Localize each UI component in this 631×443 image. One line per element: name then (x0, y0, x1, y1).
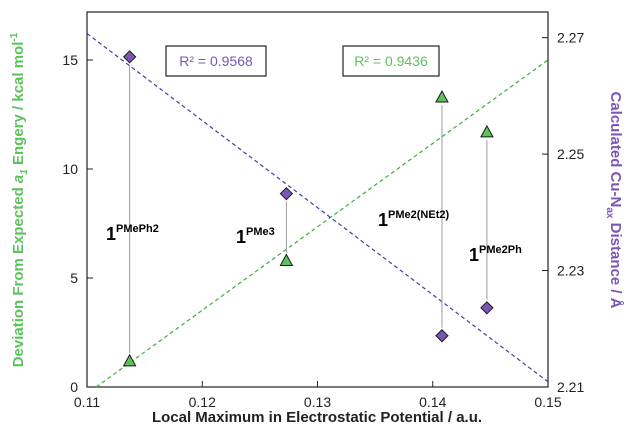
x-axis-label: Local Maximum in Electrostatic Potential… (152, 409, 482, 426)
plot-frame (86, 11, 549, 388)
x-tick-label: 0.14 (419, 394, 446, 410)
x-tick-label: 0.13 (304, 394, 331, 410)
r2-box-diamond (165, 45, 267, 77)
triangle-point (480, 124, 494, 138)
fit-line-diamond (86, 33, 549, 383)
triangle-point (279, 253, 294, 267)
fit-lines (86, 33, 549, 388)
triangle-point (435, 89, 449, 103)
left-y-axis-label: Deviation From Expected a1 Engery / kcal… (9, 32, 30, 367)
fit-line-triangle (95, 59, 549, 388)
left-y-axis-ticks: 0 5 10 15 (62, 52, 93, 395)
annotation-pme2net2: 1PMe2(NEt2) (378, 209, 449, 230)
x-tick-label: 0.15 (534, 394, 561, 410)
right-y-tick-label: 2.23 (557, 263, 584, 279)
left-y-tick-label: 10 (62, 161, 78, 177)
data-markers (122, 50, 494, 367)
triangle-point (122, 353, 137, 367)
annotation-pmeph2: 1PMePh2 (106, 223, 159, 244)
right-y-axis-ticks: 2.21 2.23 2.25 2.27 (542, 30, 584, 395)
connector-lines (129, 64, 488, 353)
annotation-pme2ph: 1PMe2Ph (469, 244, 522, 265)
r2-label-diamond: R² = 0.9568 (179, 53, 253, 69)
right-y-axis-label: Calculated Cu-Nax Distance / Å (604, 91, 624, 308)
x-axis-ticks: 0.11 0.12 0.13 0.14 0.15 (74, 381, 562, 410)
left-y-tick-label: 15 (62, 52, 78, 68)
left-y-tick-label: 0 (70, 379, 78, 395)
right-y-tick-label: 2.27 (557, 30, 584, 46)
right-y-tick-label: 2.25 (557, 146, 584, 162)
right-y-tick-label: 2.21 (557, 379, 584, 395)
annotation-pme3: 1PMe3 (236, 226, 275, 247)
left-y-tick-label: 5 (70, 270, 78, 286)
diamond-point (279, 186, 294, 201)
diamond-point (435, 329, 449, 343)
r2-box-triangle (342, 45, 440, 77)
r2-label-triangle: R² = 0.9436 (354, 53, 428, 69)
x-tick-label: 0.12 (189, 394, 216, 410)
x-tick-label: 0.11 (74, 394, 100, 410)
diamond-point (480, 301, 494, 315)
diamond-point (122, 50, 137, 64)
